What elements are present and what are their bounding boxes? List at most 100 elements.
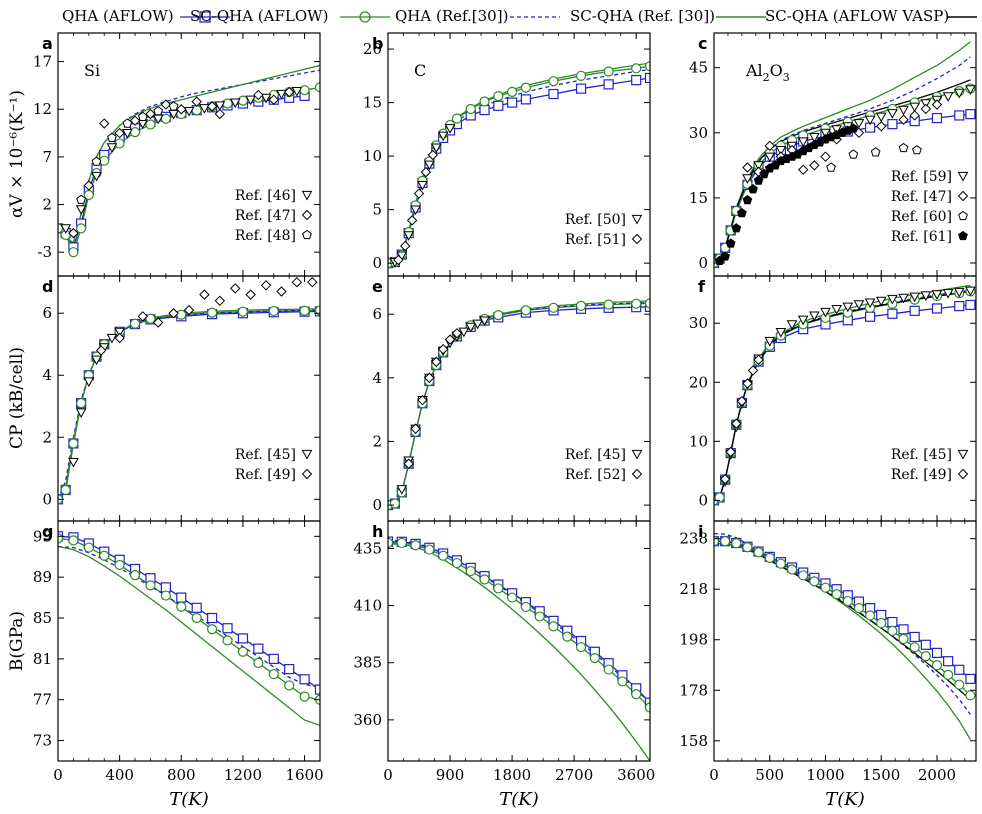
ref-point xyxy=(75,205,87,215)
series-point-scqha_aflow xyxy=(237,95,249,106)
series-point-scqha_aflow xyxy=(842,595,853,607)
series-point-scqha_aflow xyxy=(314,82,320,93)
y-tick-label: 15 xyxy=(363,94,382,112)
y-tick-label: 5 xyxy=(372,201,382,219)
ref-legend-marker xyxy=(301,468,313,480)
ref-point xyxy=(731,223,742,233)
series-point-qha_aflow xyxy=(191,602,202,613)
y-tick-label: 410 xyxy=(353,597,382,615)
y-tick-label: 81 xyxy=(33,650,52,668)
ref-point xyxy=(753,161,764,171)
legend-label: SC-QHA (Ref. [30]) xyxy=(570,7,716,25)
ref-point xyxy=(444,124,456,134)
panel-letter: f xyxy=(698,277,706,296)
plot-area-i xyxy=(714,532,976,740)
ref-point xyxy=(747,365,759,376)
ref-point xyxy=(420,166,432,178)
y-tick-label: 10 xyxy=(363,147,382,165)
series-line-scqha_ref30 xyxy=(58,545,320,726)
ref-point xyxy=(864,115,876,126)
ref-point xyxy=(183,107,195,117)
series-point-scqha_aflow xyxy=(809,576,820,587)
y-tick-label: 73 xyxy=(33,732,52,750)
series-line-qha_ref30 xyxy=(58,309,320,500)
y-tick-label: 360 xyxy=(353,711,382,729)
series-point-qha_aflow xyxy=(931,303,943,314)
ref-point xyxy=(403,231,415,241)
series-point-qha_aflow xyxy=(575,83,587,94)
ref-point xyxy=(229,98,241,109)
ref-point xyxy=(206,101,218,112)
plot-area-b xyxy=(388,61,650,269)
y-tick-label: 85 xyxy=(33,609,52,627)
y-tick-label: 6 xyxy=(42,304,52,322)
ref-point xyxy=(479,316,490,327)
y-tick-label: 0 xyxy=(372,496,382,514)
ref-point xyxy=(965,286,976,297)
y-axis-label: CP (kB/cell) xyxy=(7,347,27,449)
series-point-scqha_aflow xyxy=(631,689,642,700)
ref-point xyxy=(742,194,753,205)
series-point-qha_aflow xyxy=(954,664,965,675)
y-tick-label: 7 xyxy=(42,148,52,166)
panel-frame xyxy=(713,520,977,762)
y-tick-label: 238 xyxy=(679,530,708,548)
series-point-qha_aflow xyxy=(644,72,650,84)
x-tick-label: 2700 xyxy=(555,766,593,784)
series-point-scqha_aflow xyxy=(644,702,650,713)
series-line-scqha_ref30 xyxy=(58,308,320,500)
ref-point xyxy=(887,109,898,119)
series-point-scqha_aflow xyxy=(548,76,559,87)
ref-point xyxy=(160,99,172,110)
ref-point xyxy=(129,115,141,126)
panel-letter: g xyxy=(42,522,53,541)
ref-point xyxy=(99,118,110,129)
ref-point xyxy=(720,251,730,261)
series-point-scqha_aflow xyxy=(731,538,742,549)
ref-legend-label: Ref. [48] xyxy=(235,228,296,244)
series-point-qha_aflow xyxy=(253,643,264,654)
x-tick-label: 0 xyxy=(709,766,719,784)
panel-frame xyxy=(387,520,651,762)
ref-point xyxy=(68,227,79,239)
y-tick-label: 10 xyxy=(689,432,708,450)
legend-swatch-square xyxy=(180,11,230,23)
plot-area-c xyxy=(714,41,976,269)
ref-point xyxy=(283,86,295,98)
series-point-scqha_aflow xyxy=(284,680,295,691)
ref-point xyxy=(931,99,943,110)
series-point-scqha_aflow xyxy=(424,544,435,555)
panel-letter: c xyxy=(698,34,707,53)
series-point-qha_aflow xyxy=(965,299,976,311)
ref-point xyxy=(725,446,736,458)
y-tick-label: -3 xyxy=(37,243,52,261)
ref-legend-marker xyxy=(957,468,969,480)
ref-point xyxy=(831,125,842,135)
series-point-scqha_aflow xyxy=(76,223,87,234)
ref-legend-label: Ref. [51] xyxy=(565,232,626,248)
ref-legend-label: Ref. [60] xyxy=(891,209,952,225)
series-point-scqha_aflow xyxy=(253,657,264,669)
ref-point xyxy=(737,207,747,218)
ref-point xyxy=(91,156,102,166)
ref-legend-marker xyxy=(957,190,969,202)
series-line-scqha_ref30 xyxy=(388,543,650,761)
ref-point xyxy=(145,108,156,120)
y-tick-label: 4 xyxy=(372,369,382,387)
ref-point xyxy=(68,457,79,468)
series-point-scqha_aflow xyxy=(299,85,310,96)
ref-legend-marker xyxy=(301,449,313,460)
series-point-scqha_aflow xyxy=(965,690,976,701)
ref-point xyxy=(91,171,102,182)
y-tick-label: 158 xyxy=(679,732,708,750)
series-line-vasp xyxy=(714,540,971,701)
ref-point xyxy=(887,294,898,305)
y-tick-label: 4 xyxy=(42,366,52,384)
ref-point xyxy=(909,292,921,303)
ref-point xyxy=(393,254,404,266)
x-tick-label: 400 xyxy=(105,766,134,784)
ref-point xyxy=(168,308,179,319)
series-point-scqha_aflow xyxy=(520,82,531,93)
ref-point xyxy=(260,93,272,104)
ref-point xyxy=(424,160,435,171)
